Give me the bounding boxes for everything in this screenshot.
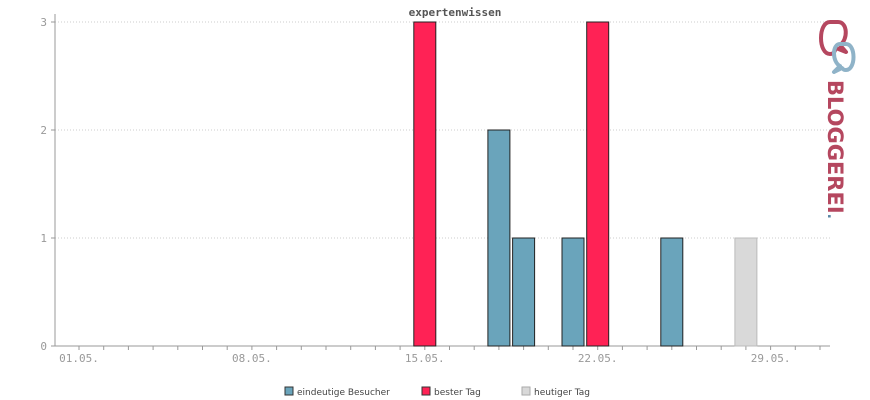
logo-wordmark: BLOGGEREI — [823, 80, 847, 214]
bar-eindeutige-besucher — [660, 237, 684, 347]
x-tick-label: 15.05. — [405, 352, 445, 365]
bars — [413, 21, 758, 347]
x-tick-label: 01.05. — [59, 352, 99, 365]
y-tick-label: 2 — [40, 124, 47, 137]
legend-swatch — [521, 386, 531, 396]
y-tick-label: 3 — [40, 16, 47, 29]
x-tick-label: 29.05. — [751, 352, 791, 365]
bar-eindeutige-besucher — [512, 237, 536, 347]
legend-label: heutiger Tag — [534, 388, 590, 398]
legend-label: bester Tag — [434, 388, 481, 398]
bar-eindeutige-besucher — [487, 129, 511, 347]
logo-domain-suffix: .DE — [824, 214, 840, 218]
chart-title: expertenwissen — [409, 6, 502, 19]
legend-swatch — [421, 386, 431, 396]
x-tick-label: 08.05. — [232, 352, 272, 365]
svg-text:BLOGGEREI.DE: BLOGGEREI.DE — [823, 80, 847, 218]
y-axis: 0 1 2 3 — [40, 14, 56, 353]
grid-lines — [55, 21, 830, 239]
bloggerei-logo: BLOGGEREI.DE — [810, 18, 870, 240]
bar-bester-tag — [413, 21, 437, 347]
y-tick-label: 0 — [40, 340, 47, 353]
bloggerei-logo-graphic: BLOGGEREI.DE — [819, 20, 856, 240]
bar-bester-tag — [586, 21, 610, 347]
bar-heutiger-tag — [734, 237, 758, 347]
x-tick-label: 22.05. — [578, 352, 618, 365]
legend: eindeutige Besucher bester Tag heutiger Ta… — [284, 386, 590, 398]
legend-swatch — [284, 386, 294, 396]
y-tick-label: 1 — [40, 232, 47, 245]
speech-bubbles-icon — [819, 20, 856, 74]
legend-label: eindeutige Besucher — [297, 388, 390, 398]
bar-eindeutige-besucher — [561, 237, 585, 347]
x-axis: 01.05. 08.05. 15.05. 22.05. 29.05. — [55, 345, 830, 365]
